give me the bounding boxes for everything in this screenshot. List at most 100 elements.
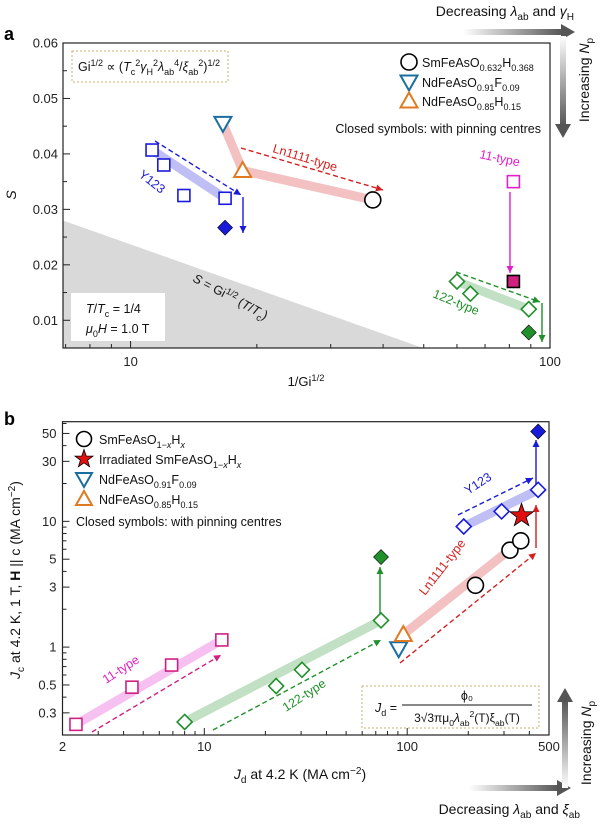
data-point-a — [145, 143, 159, 157]
x-axis-label-a: 1/Gi1/2 — [288, 373, 325, 389]
data-point-b — [492, 502, 511, 521]
t122-trend-band — [182, 616, 384, 726]
jd-formula-numerator: ϕ₀ — [461, 689, 473, 703]
data-point-a — [177, 188, 191, 203]
legend-marker-a — [398, 90, 420, 109]
data-point-b — [529, 481, 547, 499]
y-tick-label-b: 5 — [49, 552, 56, 567]
y123-pinning-arrow-b-head — [532, 440, 540, 447]
y-tick-label-a: 0.06 — [33, 36, 58, 51]
t11-trend-band — [73, 636, 225, 729]
y-tick-label-a: 0.05 — [33, 91, 58, 106]
y123-pinning-arrow-a-head — [239, 226, 247, 233]
legend-label-a: SmFeAsO0.632H0.368 — [422, 56, 534, 73]
data-point-b — [393, 623, 414, 642]
data-point-a — [232, 160, 253, 179]
y-tick-label-b: 0.5 — [38, 677, 56, 692]
legend-label-b: NdFeAsO0.85H0.15 — [99, 493, 198, 510]
jd-formula-lhs: Jd = — [374, 701, 397, 718]
y-tick-label-b: 3 — [49, 580, 56, 595]
t122-pinning-arrow-b-head — [376, 567, 384, 574]
x-tick-label-b: 2 — [59, 739, 66, 754]
y-tick-label-b: 10 — [42, 514, 56, 529]
data-point-b — [455, 517, 473, 536]
ln1111-arrow-b-head — [528, 553, 536, 561]
x-axis-label-b: Jd at 4.2 K (MA cm−2) — [233, 766, 366, 786]
y123-arrow-b — [457, 477, 534, 516]
decreasing-arrow-b — [469, 785, 559, 791]
ln1111-arrow-a-head — [375, 184, 383, 192]
data-point-b — [372, 611, 390, 630]
legend-marker-b — [74, 488, 94, 506]
t11-arrow-b-line — [91, 654, 222, 733]
increasing-label-b: Increasing Np — [578, 701, 598, 786]
closed-symbols-note-a: Closed symbols: with pinning centres — [335, 122, 541, 136]
y-tick-label-a: 0.02 — [33, 257, 58, 272]
data-point-a — [520, 300, 538, 318]
increasing-arrow-head-a — [555, 124, 571, 138]
y-axis-label-a: S — [3, 190, 19, 200]
decreasing-label-b: Decreasing λab and ξab — [439, 801, 581, 821]
data-point-a — [506, 174, 521, 189]
data-point-a — [461, 285, 480, 303]
t11-label-a: 11-type — [478, 147, 521, 169]
y123-pinning-arrow-a — [239, 197, 247, 233]
data-point-b — [388, 641, 409, 660]
data-point-a — [448, 272, 466, 291]
ln1111-label-a: Ln1111-type — [271, 141, 339, 174]
x-tick-label-a: 10 — [123, 354, 137, 369]
y123-arrow-a-line — [154, 140, 242, 196]
y123-arrow-b-line — [457, 477, 534, 516]
y123-pinning-arrow-b — [532, 440, 540, 485]
legend-label-b: NdFeAsO0.91F0.09 — [99, 473, 197, 490]
t122-pinning-arrow-b — [376, 567, 384, 615]
data-point-b — [511, 532, 530, 550]
t122-trend-band — [455, 277, 531, 314]
x-tick-label-b: 100 — [396, 739, 418, 754]
panel-a-label: a — [4, 24, 15, 44]
conditions-box — [71, 293, 165, 341]
y123-arrow-a-head — [233, 188, 241, 195]
t122-arrow-b — [212, 639, 382, 731]
data-point-b — [373, 549, 389, 565]
y-axis-label-b: Jc at 4.2 K, 1 T, H || c (MA cm−2) — [7, 481, 27, 680]
legend-marker-b — [73, 448, 95, 468]
t122-arrow-a-line — [455, 271, 541, 303]
ln1111-trend-band — [400, 537, 524, 638]
x-tick-label-b: 10 — [197, 739, 211, 754]
y-tick-label-b: 50 — [42, 426, 56, 441]
closed-symbols-note-b: Closed symbols: with pinning centres — [76, 515, 282, 529]
decreasing-label-a: Decreasing λab and γH — [436, 3, 574, 23]
plot-frame-b — [61, 421, 550, 736]
data-point-b — [508, 502, 535, 527]
t122-arrow-a-head — [532, 296, 540, 303]
ln1111-pinning-arrow-b — [532, 505, 540, 548]
data-point-b — [125, 680, 139, 694]
ln1111-arrow-b — [399, 552, 537, 664]
legend-label-b: Irradiated SmFeAsO1−xHx — [99, 453, 242, 470]
condition-temperature: T/Tc = 1/4 — [86, 302, 141, 319]
y123-label-b: Y123 — [462, 470, 494, 498]
jd-formula-box — [361, 685, 540, 729]
plot-frame-a — [62, 42, 551, 349]
legend-marker-b — [74, 472, 94, 490]
data-point-b — [164, 658, 179, 672]
increasing-arrow-b — [562, 700, 568, 788]
data-point-b — [293, 661, 311, 679]
ln1111-arrow-a-line — [240, 147, 384, 191]
data-point-a — [363, 191, 382, 209]
data-point-a — [506, 274, 521, 289]
legend-label-a: NdFeAsO0.91F0.09 — [422, 76, 520, 93]
data-point-a — [217, 219, 234, 236]
ln1111-arrow-a — [240, 147, 384, 192]
increasing-arrow-head-b — [557, 688, 573, 702]
y-tick-label-b: 0.3 — [38, 705, 56, 720]
data-point-a — [520, 324, 537, 341]
data-point-a — [218, 191, 232, 206]
y-tick-label-b: 30 — [42, 454, 56, 469]
t122-arrow-b-head — [373, 640, 381, 647]
legend-label-b: SmFeAsO1−xHx — [99, 433, 185, 450]
ln1111-pinning-arrow-b-head — [532, 505, 540, 512]
legend-marker-a — [398, 74, 420, 93]
